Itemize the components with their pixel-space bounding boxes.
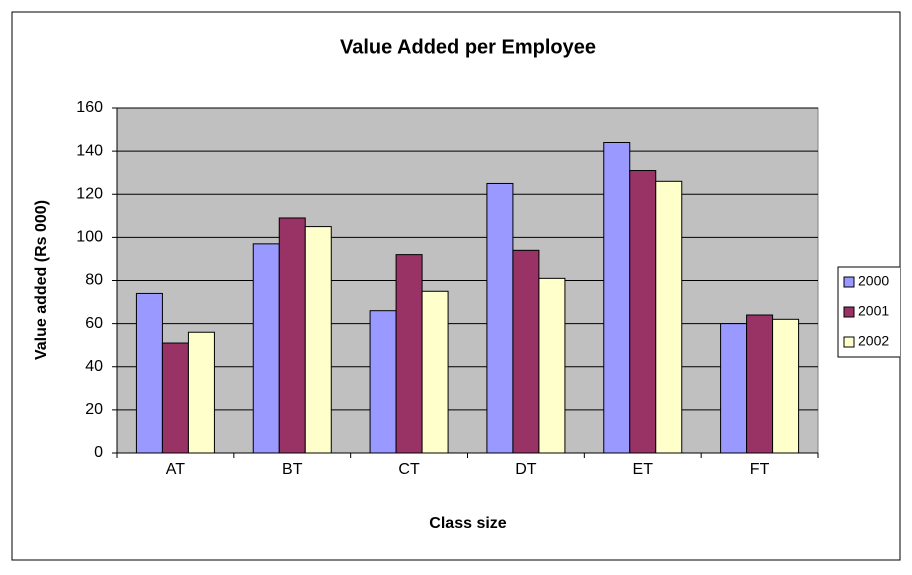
- y-axis-title: Value added (Rs 000): [33, 200, 50, 360]
- legend-swatch: [843, 336, 855, 348]
- y-tick-label: 20: [85, 401, 103, 418]
- x-axis-title: Class size: [429, 515, 506, 532]
- y-tick-label: 100: [76, 229, 103, 246]
- y-tick-label: 80: [85, 272, 103, 289]
- legend-label: 2000: [858, 273, 889, 289]
- x-tick-label: ET: [633, 461, 654, 478]
- legend-swatch: [843, 276, 855, 288]
- bar: [655, 180, 683, 454]
- y-tick-label: 60: [85, 315, 103, 332]
- x-tick-label: AT: [166, 461, 185, 478]
- y-tick-label: 160: [76, 99, 103, 116]
- y-tick-label: 120: [76, 185, 103, 202]
- y-tick-label: 0: [94, 444, 103, 461]
- chart-title: Value Added per Employee: [340, 36, 596, 58]
- bar: [278, 217, 306, 454]
- bar: [512, 249, 540, 454]
- bar: [304, 226, 332, 454]
- legend-label: 2001: [858, 303, 889, 319]
- bar: [486, 182, 514, 454]
- bar: [746, 314, 774, 454]
- bar: [421, 290, 449, 454]
- bar: [187, 331, 215, 454]
- bar: [720, 323, 748, 454]
- x-tick-label: DT: [515, 461, 537, 478]
- bar: [538, 277, 566, 454]
- bar: [772, 318, 800, 454]
- y-tick-label: 40: [85, 358, 103, 375]
- bar: [629, 170, 657, 454]
- bar: [395, 254, 423, 454]
- x-tick-label: CT: [398, 461, 420, 478]
- x-tick-label: FT: [750, 461, 770, 478]
- legend-label: 2002: [858, 333, 889, 349]
- bar: [161, 342, 189, 454]
- bar: [369, 310, 397, 454]
- bar: [135, 292, 163, 454]
- legend-swatch: [843, 306, 855, 318]
- legend-group: 2000 2001 2002: [837, 266, 900, 358]
- bar: [603, 142, 631, 454]
- y-tick-label: 140: [76, 142, 103, 159]
- x-tick-label: BT: [282, 461, 303, 478]
- bar: [252, 243, 280, 454]
